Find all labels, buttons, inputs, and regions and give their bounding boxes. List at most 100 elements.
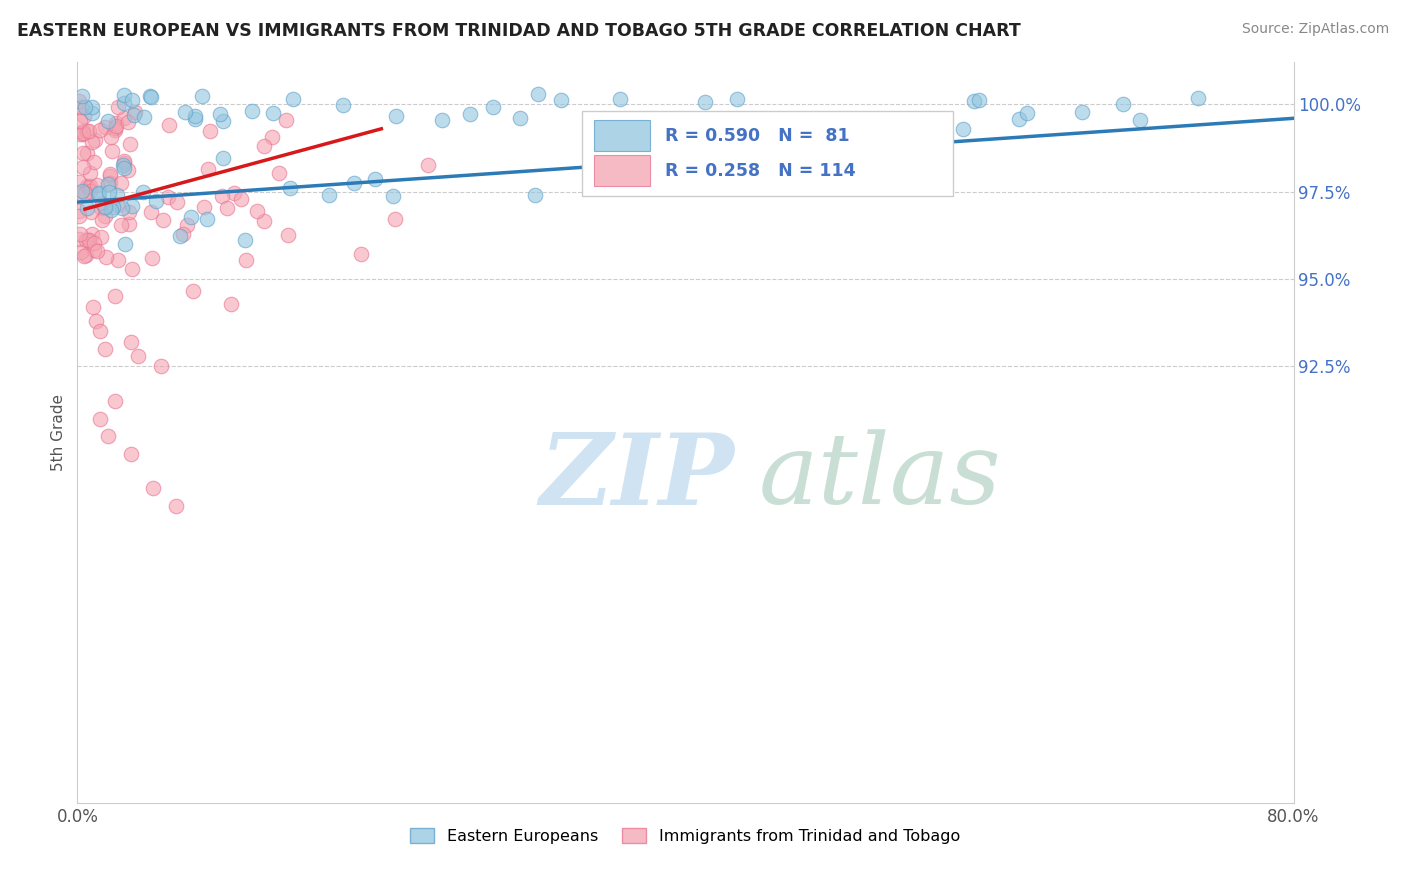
Point	[253, 213, 276, 227]
Point	[70, 186, 93, 201]
Point	[350, 246, 373, 260]
Point	[97, 113, 120, 128]
Text: R = 0.590   N =  81: R = 0.590 N = 81	[665, 127, 849, 145]
Point	[416, 158, 439, 172]
Point	[80, 100, 103, 114]
Point	[112, 156, 135, 170]
Point	[198, 124, 221, 138]
Point	[89, 186, 111, 200]
Point	[343, 176, 366, 190]
Point	[121, 93, 143, 107]
Point	[90, 195, 112, 210]
Text: ZIP: ZIP	[540, 429, 734, 525]
Text: R = 0.258   N = 114: R = 0.258 N = 114	[665, 161, 855, 179]
Point	[1071, 104, 1094, 119]
Point	[246, 203, 269, 218]
Point	[269, 166, 291, 180]
Point	[72, 109, 94, 123]
Point	[86, 178, 108, 193]
Point	[100, 129, 122, 144]
Point	[100, 202, 122, 217]
FancyBboxPatch shape	[582, 111, 953, 195]
Point	[141, 90, 163, 104]
Point	[76, 124, 98, 138]
Point	[120, 334, 142, 349]
Point	[117, 115, 139, 129]
Point	[262, 105, 284, 120]
Point	[191, 89, 214, 103]
Point	[94, 250, 117, 264]
Point	[104, 121, 127, 136]
Point	[67, 203, 90, 218]
Point	[174, 104, 197, 119]
Point	[524, 187, 547, 202]
Point	[117, 217, 139, 231]
Point	[90, 230, 112, 244]
Point	[240, 103, 263, 118]
Point	[104, 289, 127, 303]
Point	[145, 194, 167, 208]
Point	[1129, 113, 1152, 128]
Point	[159, 118, 181, 132]
Point	[172, 227, 194, 242]
Point	[67, 232, 90, 246]
Point	[253, 138, 276, 153]
Point	[963, 95, 986, 109]
FancyBboxPatch shape	[595, 120, 650, 152]
Point	[195, 212, 218, 227]
Point	[1112, 97, 1135, 112]
Point	[184, 109, 207, 123]
Point	[112, 153, 135, 168]
Point	[509, 111, 531, 125]
Point	[725, 92, 748, 106]
Point	[364, 172, 387, 186]
Point	[274, 113, 297, 128]
Point	[105, 119, 128, 133]
Point	[222, 186, 245, 200]
Point	[277, 227, 299, 242]
Point	[73, 99, 96, 113]
Point	[110, 201, 132, 215]
Point	[80, 227, 103, 242]
Point	[100, 177, 122, 191]
Point	[70, 88, 93, 103]
Point	[67, 209, 90, 223]
Point	[609, 92, 631, 106]
Point	[120, 446, 142, 460]
Point	[176, 218, 198, 232]
Point	[87, 187, 110, 202]
Text: EASTERN EUROPEAN VS IMMIGRANTS FROM TRINIDAD AND TOBAGO 5TH GRADE CORRELATION CH: EASTERN EUROPEAN VS IMMIGRANTS FROM TRIN…	[17, 22, 1021, 40]
Point	[73, 249, 96, 263]
Y-axis label: 5th Grade: 5th Grade	[51, 394, 66, 471]
Point	[69, 95, 91, 109]
Point	[382, 189, 405, 203]
Point	[97, 185, 120, 199]
Point	[132, 110, 155, 124]
Point	[101, 200, 124, 214]
Point	[75, 234, 97, 248]
Point	[89, 123, 111, 137]
Point	[77, 181, 100, 195]
Point	[197, 161, 219, 176]
Point	[105, 198, 128, 212]
Point	[117, 163, 139, 178]
Point	[104, 394, 127, 409]
Point	[211, 188, 233, 202]
Point	[1015, 105, 1038, 120]
Point	[70, 100, 93, 114]
Point	[72, 128, 94, 142]
Point	[142, 482, 165, 496]
Point	[384, 212, 406, 227]
Point	[430, 112, 453, 127]
Point	[98, 167, 121, 181]
Point	[69, 113, 91, 128]
Point	[82, 135, 104, 149]
Point	[122, 107, 145, 121]
Point	[141, 251, 163, 265]
Point	[101, 144, 124, 158]
Point	[169, 229, 191, 244]
Point	[905, 144, 928, 158]
Legend: Eastern Europeans, Immigrants from Trinidad and Tobago: Eastern Europeans, Immigrants from Trini…	[404, 822, 967, 850]
Point	[229, 192, 252, 206]
Point	[72, 160, 94, 174]
